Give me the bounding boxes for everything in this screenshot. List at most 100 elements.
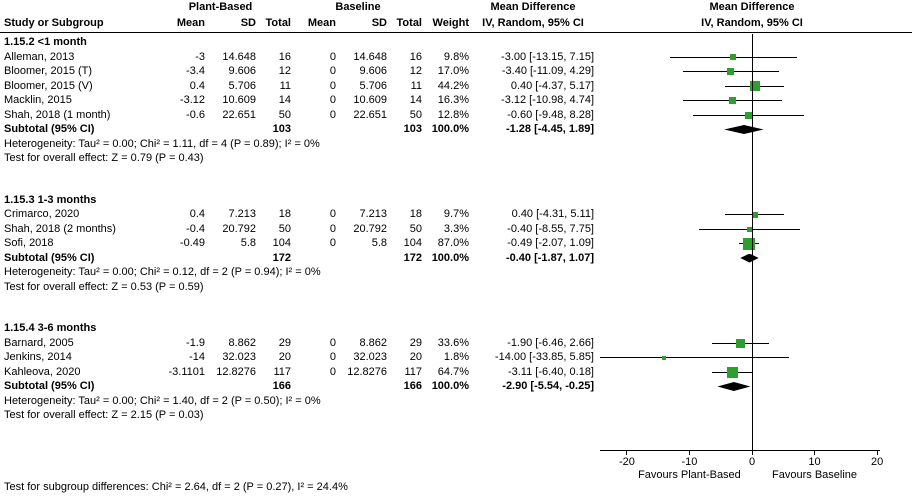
effect-square [662,355,667,360]
plant-based-sd: 12.8276 [216,365,256,378]
plant-based-sd: 20.792 [222,222,256,235]
axis-tick [751,450,753,455]
heterogeneity-text: Heterogeneity: Tau² = 0.00; Chi² = 1.40,… [4,394,321,407]
baseline-sd: 22.651 [353,108,387,121]
md-ci-value: -3.11 [-6.40, 0.18] [507,365,594,378]
heterogeneity-row: Heterogeneity: Tau² = 0.00; Chi² = 1.11,… [0,137,912,152]
plant-based-mean: 0.4 [189,208,205,220]
col-study-or-subgroup: Study or Subgroup [4,17,104,29]
heterogeneity-text: Heterogeneity: Tau² = 0.00; Chi² = 1.11,… [4,137,320,150]
effect-square [742,237,755,250]
md-plot-column-title: Mean Difference [709,1,795,13]
plant-based-total: 29 [278,336,291,349]
subtotal-plant-total: 166 [272,380,291,392]
md-ci-value: -0.40 [-8.55, 7.75] [507,222,594,235]
subgroup-label-row: 1.15.2 <1 month [0,35,912,50]
subtotal-plant-total: 172 [272,251,291,264]
diamond-cell [600,122,904,137]
confidence-interval-line [600,357,789,358]
plant-based-group-header: Plant-Based [188,1,253,13]
axis-tick-label: 20 [870,456,884,468]
baseline-mean: 0 [329,208,336,220]
subtotal-weight: 100.0% [431,380,469,392]
study-name: Barnard, 2005 [4,336,74,349]
weight-value: 64.7% [437,365,469,378]
plant-based-mean: -14 [189,351,205,363]
plant-based-mean: -1.9 [186,336,205,349]
baseline-mean: 0 [329,50,336,63]
study-row: Bloomer, 2015 (V) 0.4 5.706 11 0 5.706 11 44.2%… [0,79,912,94]
plant-based-total: 50 [278,222,291,235]
study-name: Crimarco, 2020 [4,208,80,220]
study-row: Jenkins, 2014 -14 32.023 20 0 32.023 20 1.8% -14… [0,350,912,365]
overall-effect-row: Test for overall effect: Z = 2.15 (P = 0… [0,408,912,423]
axis-tick-label: -10 [681,456,698,468]
diamond-cell [600,379,904,394]
study-row: Kahleova, 2020 -3.1101 12.8276 117 0 12.8276 1… [0,365,912,380]
favours-right-label: Favours Baseline [772,469,858,481]
plant-based-mean: -0.6 [186,108,205,121]
plant-based-total: 12 [278,65,291,77]
ci-plot-cell [600,64,904,79]
axis-tick-label: -20 [618,456,635,468]
study-row: Bloomer, 2015 (T) -3.4 9.606 12 0 9.606 12 17.0… [0,64,912,79]
subgroup-label: 1.15.4 3-6 months [4,322,97,334]
weight-value: 17.0% [437,65,469,77]
baseline-sd: 20.792 [353,222,387,235]
effect-square [727,366,739,378]
plant-based-sd: 10.609 [222,94,256,106]
axis-tick [876,450,878,455]
plant-based-sd: 22.651 [222,108,256,121]
md-ci-value: -14.00 [-33.85, 5.85] [494,351,594,363]
study-row: Barnard, 2005 -1.9 8.862 29 0 8.862 29 33.6% -1.… [0,336,912,351]
plant-based-sd: 32.023 [222,351,256,363]
subtotal-label: Subtotal (95% CI) [4,251,95,264]
md-ci-value: -3.00 [-13.15, 7.15] [501,50,594,63]
subtotal-weight: 100.0% [431,251,469,264]
baseline-total: 50 [409,222,422,235]
summary-diamond [717,382,751,391]
table-header: Plant-Based Baseline Mean Difference Mea… [0,0,912,33]
effect-square [728,97,736,104]
weight-value: 9.7% [443,208,469,220]
subtotal-baseline-total: 103 [403,123,422,135]
ci-plot-cell [600,350,904,365]
baseline-sd: 5.8 [371,237,387,249]
axis-tick-label: 0 [748,456,756,468]
baseline-mean: 0 [329,94,336,106]
md-ci-value: -3.12 [-10.98, 4.74] [501,94,594,106]
plant-based-mean: -3.4 [186,65,205,77]
subtotal-plant-total: 103 [272,123,291,135]
baseline-total: 50 [409,108,422,121]
ci-plot-cell [600,207,904,222]
study-name: Shah, 2018 (1 month) [4,108,111,121]
study-row: Shah, 2018 (1 month) -0.6 22.651 50 0 22.651 5… [0,108,912,123]
col-baseline-sd: SD [371,17,387,29]
baseline-mean: 0 [329,79,336,92]
study-name: Shah, 2018 (2 months) [4,222,116,235]
weight-value: 3.3% [443,222,469,235]
heterogeneity-text: Heterogeneity: Tau² = 0.00; Chi² = 0.12,… [4,266,321,278]
study-row: Shah, 2018 (2 months) -0.4 20.792 50 0 20.792… [0,222,912,237]
weight-value: 12.8% [437,108,469,121]
subtotal-row: Subtotal (95% CI) 103 103 100.0% -1.28 [-4.4… [0,122,912,137]
col-md-method-plot: IV, Random, 95% CI [701,17,803,29]
study-row: Crimarco, 2020 0.4 7.213 18 0 7.213 18 9.7% 0.40… [0,207,912,222]
study-row: Sofi, 2018 -0.49 5.8 104 0 5.8 104 87.0% -0.49 [… [0,236,912,251]
md-ci-value: 0.40 [-4.31, 5.11] [511,208,594,220]
baseline-mean: 0 [329,365,336,378]
baseline-total: 104 [403,237,422,249]
study-name: Jenkins, 2014 [4,351,72,363]
plant-based-total: 14 [278,94,291,106]
effect-square [744,111,752,119]
summary-diamond [740,253,759,263]
plant-based-mean: 0.4 [189,79,205,92]
baseline-sd: 12.8276 [347,365,387,378]
subgroup-difference-test: Test for subgroup differences: Chi² = 2.… [4,481,348,493]
study-row: Alleman, 2013 -3 14.648 16 0 14.648 16 9.8% -3.0… [0,50,912,65]
plant-based-total: 20 [278,351,291,363]
plant-based-sd: 14.648 [222,50,256,63]
favours-left-label: Favours Plant-Based [638,469,741,481]
ci-plot-cell [600,365,904,380]
